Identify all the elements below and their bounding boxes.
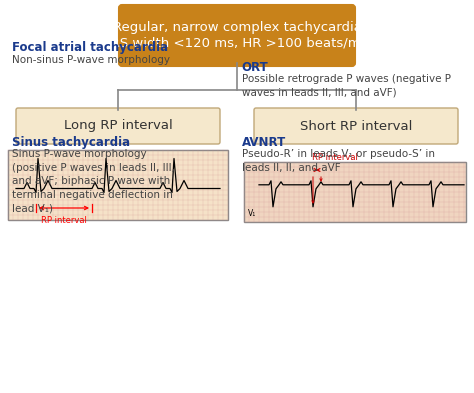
Text: Sinus P-wave morphology: Sinus P-wave morphology (12, 149, 146, 159)
FancyBboxPatch shape (16, 108, 220, 144)
Bar (244, 162, 466, 222)
Text: Non-sinus P-wave morphology: Non-sinus P-wave morphology (12, 55, 170, 65)
FancyBboxPatch shape (254, 108, 458, 144)
Text: Long RP interval: Long RP interval (64, 119, 173, 132)
Text: waves in leads II, III, and aVF): waves in leads II, III, and aVF) (242, 88, 396, 98)
Text: and aVF; biphasic P wave with: and aVF; biphasic P wave with (12, 176, 170, 186)
Text: Short RP interval: Short RP interval (300, 119, 412, 132)
Text: V₁: V₁ (248, 209, 256, 217)
Text: RP interval: RP interval (41, 216, 87, 225)
Bar (8, 150, 228, 220)
Text: (positive P waves in leads II, III,: (positive P waves in leads II, III, (12, 163, 175, 173)
Text: leads II, II, and aVF: leads II, II, and aVF (242, 163, 340, 173)
Text: Possible retrograde P waves (negative P: Possible retrograde P waves (negative P (242, 74, 451, 84)
Text: Pseudo-R’ in leads V₁ or pseudo-S’ in: Pseudo-R’ in leads V₁ or pseudo-S’ in (242, 149, 435, 159)
Text: Sinus tachycardia: Sinus tachycardia (12, 136, 130, 149)
Text: Regular, narrow complex tachycardia
(QRS width <120 ms, HR >100 beats/min): Regular, narrow complex tachycardia (QRS… (95, 22, 379, 50)
Text: Focal atrial tachycardia: Focal atrial tachycardia (12, 41, 168, 54)
Text: ORT: ORT (242, 61, 268, 74)
Text: RP interval: RP interval (312, 153, 358, 162)
Text: AVNRT: AVNRT (242, 136, 286, 149)
FancyBboxPatch shape (119, 5, 355, 66)
Text: lead V₁): lead V₁) (12, 203, 53, 213)
Text: terminal negative deflection in: terminal negative deflection in (12, 189, 173, 200)
